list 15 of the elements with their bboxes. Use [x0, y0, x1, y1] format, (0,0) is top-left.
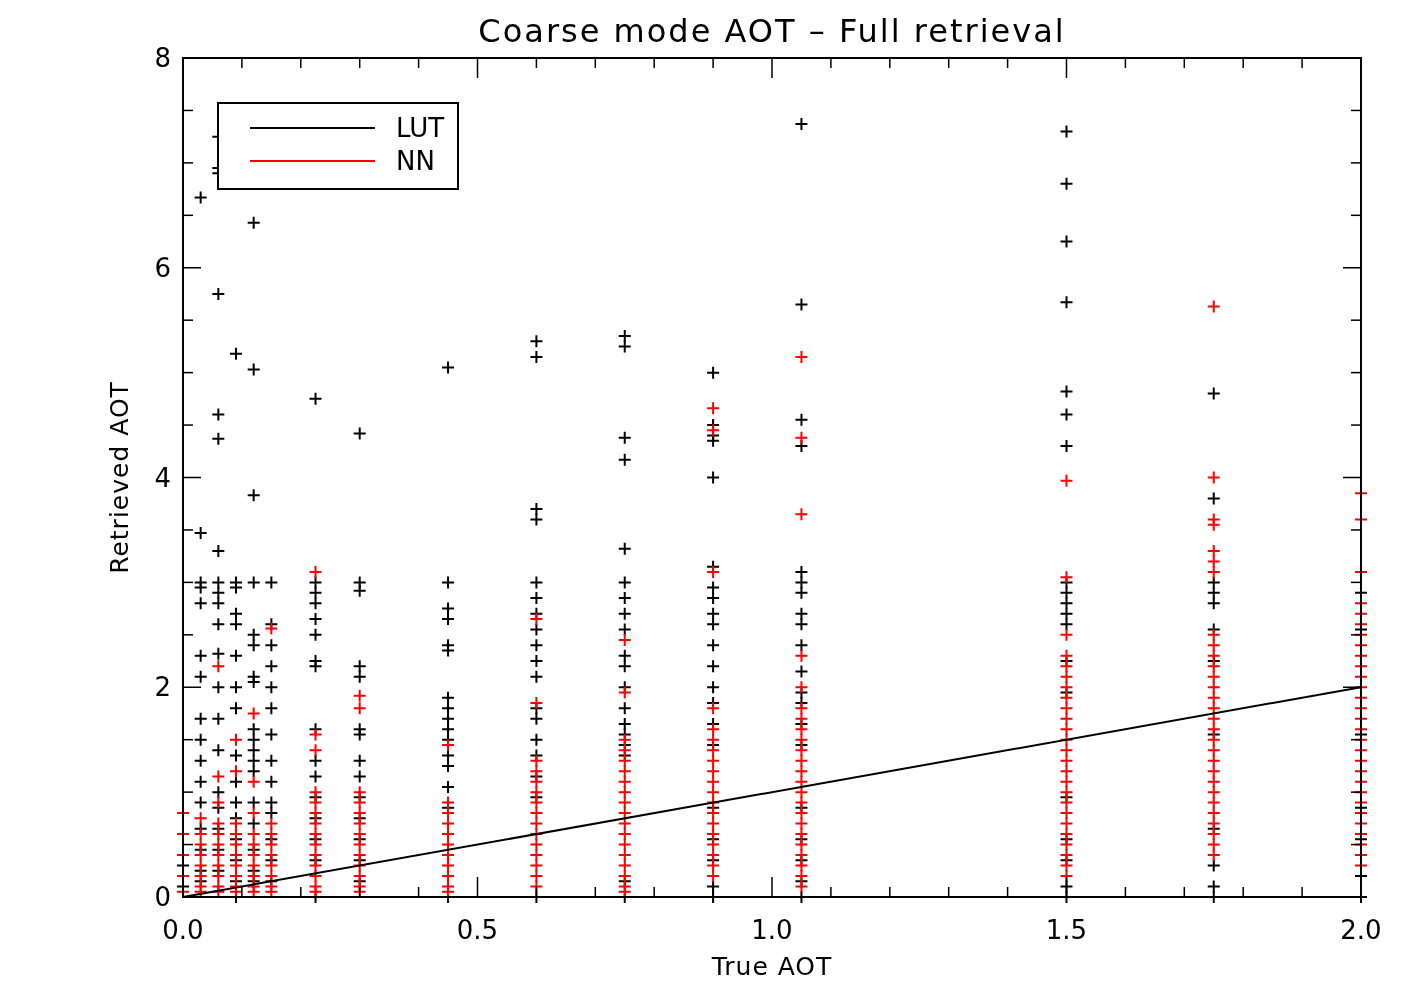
x-tick-label: 1.5 [1045, 915, 1088, 945]
x-tick-label: 0.5 [456, 915, 499, 945]
y-tick-label: 8 [154, 43, 171, 73]
y-tick-label: 0 [154, 882, 171, 912]
x-axis-title: True AOT [710, 952, 833, 981]
y-tick-label: 6 [154, 252, 171, 283]
y-tick-label: 4 [154, 462, 171, 493]
y-axis-title: Retrieved AOT [105, 381, 134, 574]
legend-label: LUT [396, 113, 445, 143]
legend-label: NN [396, 146, 435, 176]
x-tick-label: 2.0 [1340, 915, 1382, 945]
y-tick-label: 2 [154, 672, 171, 703]
x-tick-label: 1.0 [751, 915, 793, 945]
chart-title: Coarse mode AOT – Full retrieval [478, 12, 1066, 50]
x-tick-label: 0.0 [162, 915, 204, 945]
